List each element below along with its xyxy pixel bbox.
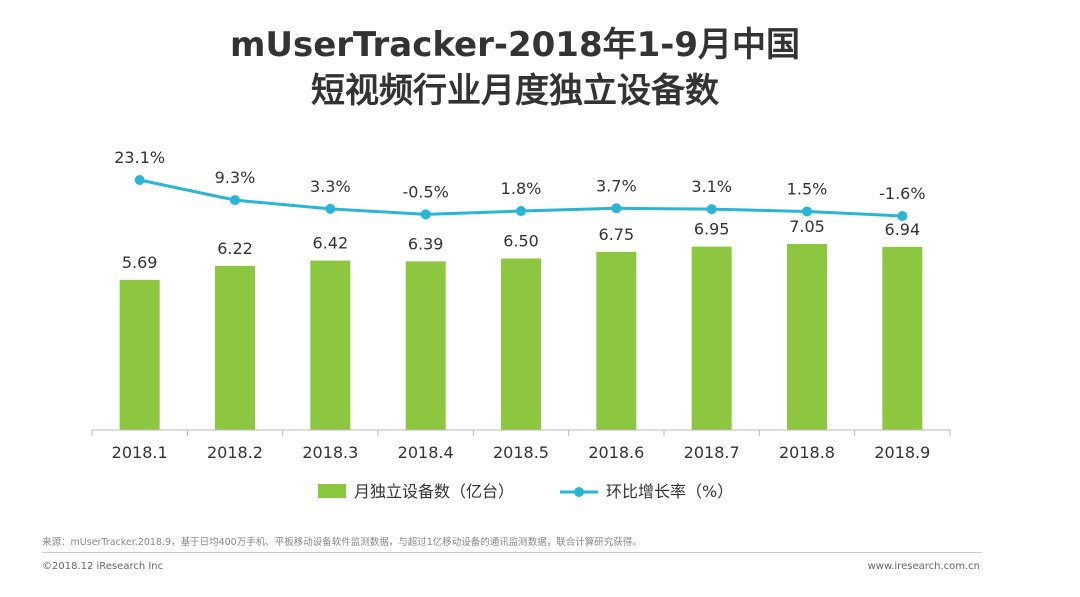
bar-label-2018.9: 6.94: [885, 220, 921, 239]
legend-swatch-devices: [318, 484, 346, 498]
growth-label-2018.9: -1.6%: [879, 184, 925, 203]
bar-2018.8: [787, 243, 827, 430]
growth-label-2018.1: 23.1%: [114, 148, 165, 167]
bar-label-2018.8: 7.05: [789, 217, 825, 236]
bar-2018.4: [405, 261, 446, 430]
growth-label-2018.5: 1.8%: [501, 179, 542, 198]
growth-point-2018.5: [516, 206, 526, 217]
website-text: www.iresearch.com.cn: [867, 561, 980, 572]
x-axis: 2018.1 2018.2 2018.3 2018.4 2018.5 2018.6 2018…: [91, 429, 951, 462]
bar-2018.6: [596, 251, 637, 430]
growth-label-2018.2: 9.3%: [215, 168, 256, 187]
growth-point-2018.4: [420, 209, 431, 220]
chart-title-line-2: 短视频行业月度独立设备数: [311, 71, 719, 111]
bar-2018.3: [310, 260, 351, 430]
line-layer: 23.1% 9.3% 3.3% -0.5% 1.8% 3.7% 3.1% 1.5% -1.6%: [114, 148, 926, 221]
growth-label-2018.6: 3.7%: [596, 176, 637, 195]
growth-point-2018.3: [325, 203, 336, 214]
growth-label-2018.8: 1.5%: [787, 179, 828, 198]
growth-point-2018.8: [802, 206, 812, 217]
bar-2018.5: [501, 258, 541, 430]
bar-2018.1: [119, 279, 160, 430]
legend-marker-growth: [574, 487, 584, 497]
x-tick-label-2018.3: 2018.3: [302, 443, 358, 462]
growth-point-2018.7: [706, 204, 717, 215]
bar-label-2018.6: 6.75: [599, 225, 635, 244]
bar-label-2018.5: 6.50: [503, 231, 539, 250]
x-tick-label-2018.4: 2018.4: [398, 443, 454, 462]
copyright-text: ©2018.12 iResearch Inc: [42, 561, 164, 572]
growth-point-2018.9: [897, 211, 908, 221]
growth-label-2018.4: -0.5%: [402, 182, 448, 201]
x-tick-label-2018.9: 2018.9: [874, 443, 930, 462]
legend-label-growth: 环比增长率（%）: [606, 482, 733, 501]
footer-divider: [42, 552, 982, 553]
x-tick-label-2018.6: 2018.6: [588, 443, 644, 462]
growth-point-2018.1: [134, 175, 145, 185]
x-tick-label-2018.7: 2018.7: [684, 443, 740, 462]
bar-label-2018.7: 6.95: [694, 220, 730, 239]
combo-chart: 5.69 6.22 6.42 6.39 6.50 6.75 6.95 7.05 6.94 23.…: [91, 148, 951, 501]
bar-label-2018.1: 5.69: [122, 253, 158, 272]
legend: 月独立设备数（亿台） 环比增长率（%）: [318, 482, 733, 501]
bar-2018.2: [215, 265, 255, 430]
bar-label-2018.3: 6.42: [313, 234, 349, 253]
chart-title-line-1: mUserTracker-2018年1-9月中国: [229, 25, 801, 65]
bar-2018.7: [691, 246, 732, 430]
legend-label-devices: 月独立设备数（亿台）: [354, 482, 514, 501]
x-tick-label-2018.8: 2018.8: [779, 443, 835, 462]
source-note: 来源：mUserTracker.2018.9，基于日均400万手机、平板移动设备…: [42, 537, 642, 548]
x-tick-label-2018.5: 2018.5: [493, 443, 549, 462]
growth-point-2018.6: [611, 203, 622, 214]
bar-label-2018.2: 6.22: [217, 239, 253, 258]
growth-point-2018.2: [230, 195, 240, 206]
bar-label-2018.4: 6.39: [408, 234, 444, 253]
x-tick-label-2018.2: 2018.2: [207, 443, 263, 462]
x-tick-label-2018.1: 2018.1: [112, 443, 168, 462]
growth-label-2018.3: 3.3%: [310, 177, 351, 196]
growth-label-2018.7: 3.1%: [691, 177, 732, 196]
chart-title: mUserTracker-2018年1-9月中国 短视频行业月度独立设备数: [0, 22, 1030, 114]
bars-layer: 5.69 6.22 6.42 6.39 6.50 6.75 6.95 7.05 6.94: [119, 217, 923, 430]
bar-2018.9: [882, 246, 923, 430]
